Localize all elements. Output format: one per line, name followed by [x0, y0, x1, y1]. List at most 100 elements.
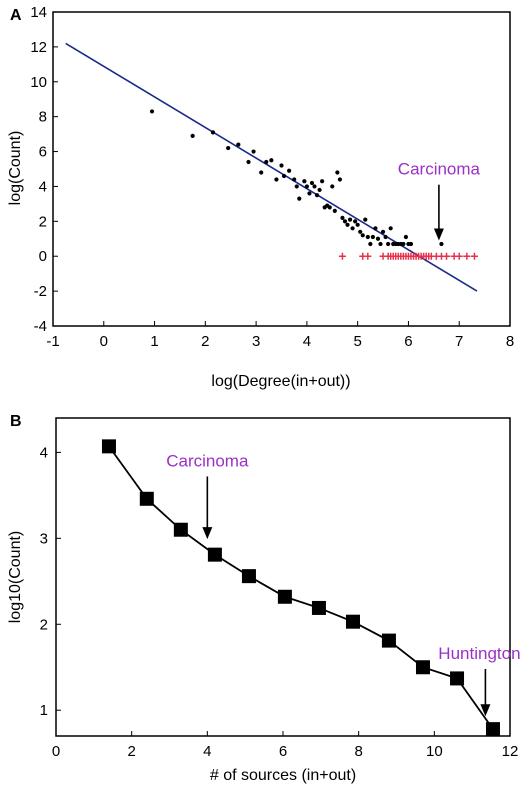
panel-b-data-point — [450, 671, 465, 686]
panel-a-data-point — [309, 180, 315, 186]
panel-a-data-point — [292, 177, 297, 182]
panel-a-data-point — [342, 219, 348, 224]
panel-a-xtick-label: 5 — [353, 333, 361, 350]
panel-a-annotation-arrow — [433, 184, 444, 241]
panel-b-data-point — [277, 589, 292, 604]
panel-a-annotation-carcinoma: Carcinoma — [398, 160, 481, 179]
panel-a-plus-marker — [338, 252, 346, 260]
panel-a-fit-line — [65, 42, 478, 292]
panel-b-ylabel: log10(Count) — [7, 531, 24, 624]
panel-a-ytick-label: 8 — [39, 109, 47, 126]
panel-a-letter: A — [10, 7, 22, 24]
panel-a-plus-marker — [364, 252, 372, 260]
panel-a-data-point — [401, 241, 406, 247]
panel-a-plot-frame — [52, 11, 511, 327]
panel-b-xtick-label: 2 — [127, 743, 135, 760]
panel-a-ytick-label: 12 — [30, 39, 47, 56]
panel-a-data-point — [236, 142, 241, 147]
panel-b-data-point — [345, 614, 360, 629]
panel-b-xtick-label: 0 — [52, 743, 60, 760]
panel-a-data-point — [335, 170, 340, 175]
panel-a-data-point — [403, 234, 409, 240]
panel-b-ytick-label: 4 — [40, 444, 48, 461]
panel-a-data-point — [251, 149, 256, 154]
panel-a-data-point — [353, 219, 358, 224]
panel-a-ytick-label: 10 — [30, 74, 47, 91]
panel-a-data-point — [226, 145, 231, 151]
panel-a-xtick-label: 1 — [150, 333, 158, 350]
panel-a-data-point — [439, 241, 444, 247]
panel-a-plus-marker — [443, 252, 451, 260]
panel-a-data-point — [368, 241, 373, 247]
panel-a-data-point — [332, 208, 337, 213]
panel-a-data-point — [375, 236, 381, 241]
panel-a-data-point — [363, 217, 368, 222]
panel-a-data-point — [360, 233, 365, 238]
panel-a-xtick-label: 7 — [455, 333, 463, 350]
panel-a-data-point — [347, 217, 353, 222]
panel-a-ytick-label: -4 — [34, 318, 47, 335]
panel-b-data-point — [485, 722, 500, 737]
panel-a-plus-marker — [455, 252, 463, 260]
panel-a-data-point — [380, 229, 386, 234]
panel-a-data-point — [378, 241, 383, 247]
panel-a-data-point — [327, 205, 332, 210]
panel-b-letter: B — [10, 413, 22, 430]
panel-b-xtick-label: 10 — [426, 743, 443, 760]
panel-b-xtick-label: 6 — [279, 743, 287, 760]
panel-b-data-point — [241, 569, 256, 584]
panel-b-ytick-label: 2 — [40, 616, 48, 633]
panel-a-xtick-label: 2 — [201, 333, 209, 350]
panel-b-ytick-label: 1 — [40, 702, 48, 719]
panel-b-annotation-arrow-carcinoma — [202, 476, 213, 540]
panel-b-data-point — [311, 600, 326, 615]
panel-a-xtick-label: 6 — [404, 333, 412, 350]
panel-a-xtick-label: 4 — [303, 333, 311, 350]
panel-a-ytick-label: 4 — [39, 178, 47, 195]
panel-a-plus-marker — [463, 252, 471, 260]
panel-a-xtick-label: 0 — [100, 333, 108, 350]
panel-b-plot-frame — [55, 417, 511, 737]
panel-a-data-point — [340, 215, 345, 220]
panel-a-data-point — [337, 177, 342, 182]
panel-b-data-point — [381, 633, 396, 648]
panel-a-ylabel: log(Count) — [7, 131, 24, 206]
panel-a-xtick-label: 3 — [252, 333, 260, 350]
panel-a-data-point — [302, 179, 307, 184]
panel-a-data-point — [304, 184, 309, 189]
panel-a-data-point — [345, 222, 350, 227]
panel-a-data-point — [287, 168, 292, 173]
panel-a-data-point — [269, 158, 274, 163]
panel-a-data-point — [383, 234, 388, 240]
panel-a-data-point — [312, 184, 317, 189]
panel-b-data-point — [101, 439, 116, 454]
panel-a-data-point — [365, 234, 370, 240]
panel-a-ytick-label: 2 — [39, 213, 47, 230]
panel-a-data-point — [297, 196, 302, 201]
panel-b-annotation-huntingtons: Huntington’s — [438, 644, 520, 663]
panel-a-data-point — [264, 159, 269, 165]
panel-a-data-point — [149, 109, 155, 114]
panel-a-data-point — [408, 241, 414, 247]
panel-a-data-point — [279, 163, 284, 168]
panel-b-series-line — [108, 445, 494, 730]
panel-a-data-point — [358, 229, 363, 234]
panel-a-data-point — [307, 191, 312, 196]
panel-b-xtick-label: 8 — [354, 743, 362, 760]
panel-a-data-point — [370, 234, 375, 240]
panel-b-data-point — [139, 491, 154, 506]
panel-a-data-point — [350, 226, 355, 231]
panel-b-ytick-label: 3 — [40, 530, 48, 547]
panel-b-data-point — [173, 522, 188, 537]
panel-b-data-point — [415, 660, 430, 675]
panel-a-ytick-label: 0 — [39, 248, 47, 265]
panel-a-data-point — [386, 241, 391, 247]
panel-b-annotation-carcinoma: Carcinoma — [166, 451, 249, 470]
panel-a-data-point — [314, 193, 320, 198]
panel-a-data-point — [246, 159, 251, 165]
panel-a-data-point — [373, 226, 378, 231]
panel-a-data-point — [355, 222, 360, 227]
panel-a-data-point — [190, 133, 195, 138]
panel-a-data-point — [294, 184, 299, 189]
panel-a-data-point — [320, 179, 325, 184]
